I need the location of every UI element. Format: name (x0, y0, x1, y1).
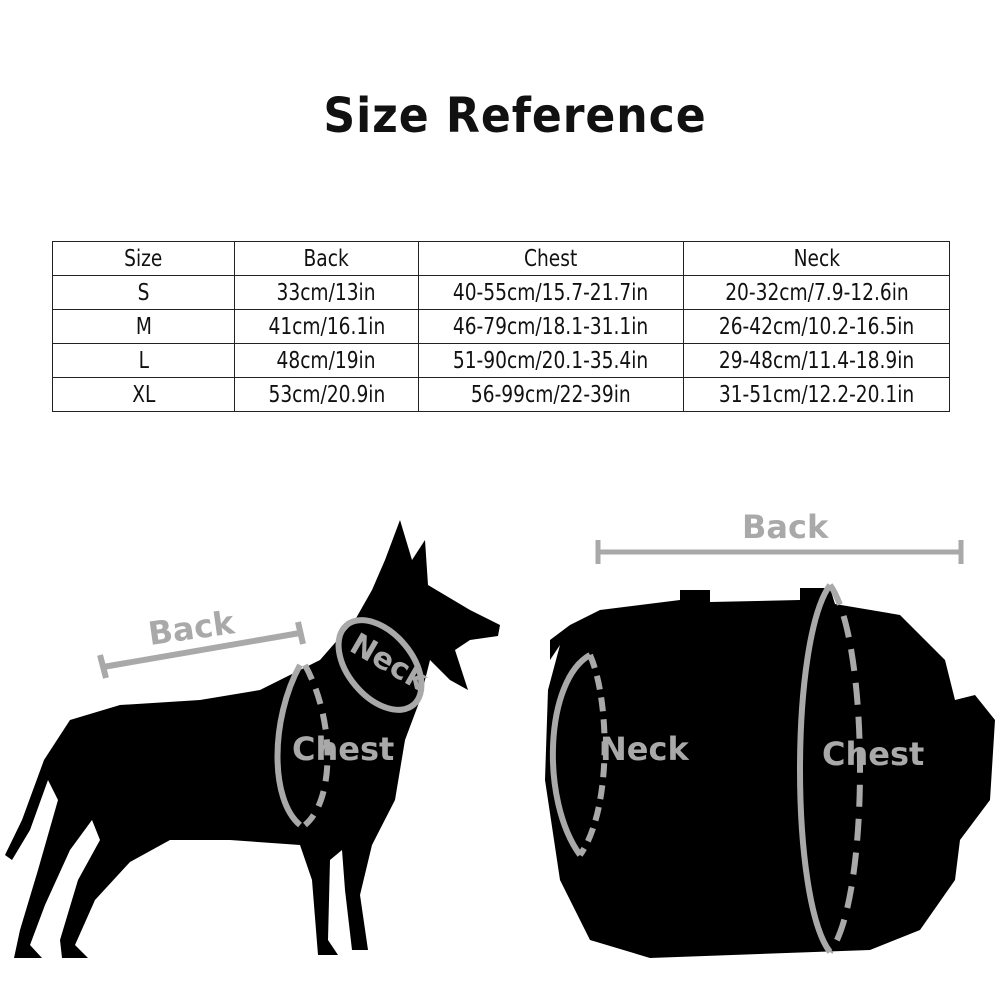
dog-chest-label: Chest (292, 730, 394, 768)
harness-neck-measure-ring (549, 652, 592, 857)
header-cell: Back (303, 245, 350, 272)
harness-chest-measure-ring (797, 583, 833, 954)
harness-back-label: Back (742, 508, 829, 546)
page-title: Size Reference (323, 88, 707, 144)
table-cell: 29-48cm/11.4-18.9in (718, 347, 915, 374)
harness-chest-label: Chest (822, 735, 924, 773)
dog-chest-measure-ring (274, 663, 303, 828)
harness-silhouette (545, 588, 995, 958)
table-cell: 41cm/16.1in (268, 313, 385, 340)
harness-diagram: Back Neck Chest (545, 508, 995, 958)
table-cell: 40-55cm/15.7-21.7in (453, 279, 649, 306)
table-cell: L (138, 347, 149, 374)
dog-silhouette (5, 520, 500, 958)
size-table: Size Back Chest Neck S 33cm/13in 40-55cm… (52, 241, 950, 412)
table-cell: 51-90cm/20.1-35.4in (453, 347, 649, 374)
table-cell: 33cm/13in (276, 279, 377, 306)
header-cell: Chest (524, 245, 578, 272)
table-header-row: Size Back Chest Neck (52, 241, 950, 276)
harness-neck-label: Neck (600, 730, 689, 768)
table-cell: 26-42cm/10.2-16.5in (718, 313, 915, 340)
table-cell: 46-79cm/18.1-31.1in (453, 313, 649, 340)
table-cell: 56-99cm/22-39in (471, 381, 631, 408)
table-row: S 33cm/13in 40-55cm/15.7-21.7in 20-32cm/… (52, 275, 950, 310)
table-cell: M (135, 313, 152, 340)
table-cell: 31-51cm/12.2-20.1in (718, 381, 915, 408)
dog-diagram: Back Neck Chest (5, 520, 500, 958)
header-cell: Size (124, 245, 163, 272)
table-row: L 48cm/19in 51-90cm/20.1-35.4in 29-48cm/… (52, 343, 950, 378)
dog-back-label: Back (146, 603, 237, 653)
header-cell: Neck (793, 245, 840, 272)
dog-neck-measure-ring (335, 617, 425, 713)
dog-neck-label: Neck (344, 627, 434, 699)
table-row: M 41cm/16.1in 46-79cm/18.1-31.1in 26-42c… (52, 309, 950, 344)
table-cell: XL (131, 381, 156, 408)
table-cell: 20-32cm/7.9-12.6in (724, 279, 909, 306)
table-cell: 53cm/20.9in (268, 381, 385, 408)
table-cell: 48cm/19in (276, 347, 377, 374)
table-row: XL 53cm/20.9in 56-99cm/22-39in 31-51cm/1… (52, 377, 950, 412)
dog-back-measure-line (102, 630, 301, 670)
table-cell: S (137, 279, 150, 306)
